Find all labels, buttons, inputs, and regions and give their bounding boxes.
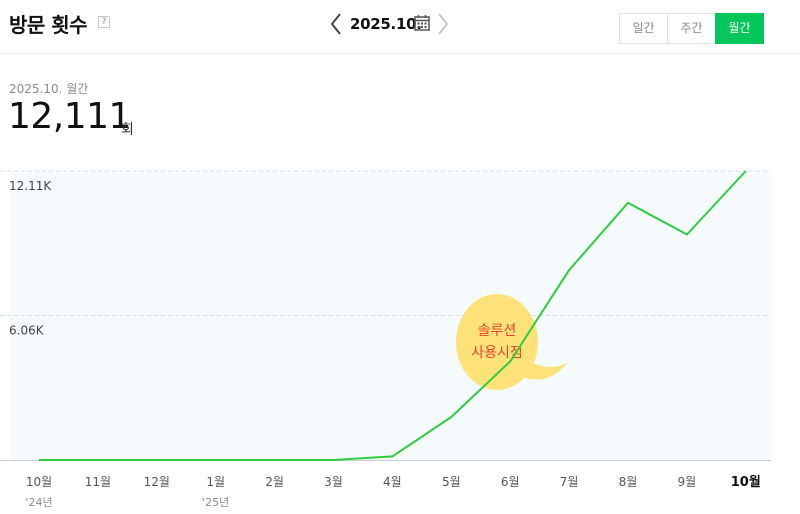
plot-area <box>10 171 771 460</box>
chevron-left-icon[interactable] <box>329 12 343 36</box>
y-tick-label: 12.11K <box>9 179 52 193</box>
x-tick-label: 3월 <box>324 475 343 489</box>
x-tick-label: 1월 <box>206 475 225 489</box>
calendar-icon[interactable] <box>414 14 430 31</box>
x-tick-label: 6월 <box>501 475 520 489</box>
tab-monthly[interactable]: 월간 <box>715 13 764 44</box>
x-tick-label: 4월 <box>383 475 402 489</box>
y-tick-label: 6.06K <box>9 324 45 338</box>
x-tick-label: 8월 <box>619 475 638 489</box>
x-tick-label: 11월 <box>85 475 111 489</box>
annotation-bubble <box>456 294 538 390</box>
annotation-text-line1: 솔루션 <box>478 323 517 339</box>
x-year-label: '24년 <box>25 496 52 509</box>
x-tick-label: 9월 <box>678 475 697 489</box>
visit-count-unit: 회 <box>121 122 134 138</box>
x-tick-label: 12월 <box>144 475 170 489</box>
summary-period-label: 2025.10. 월간 <box>9 82 89 96</box>
x-year-label: '25년 <box>202 496 229 509</box>
annotation-text-line2: 사용시점 <box>471 345 523 361</box>
period-label: 2025.10. <box>350 15 422 33</box>
x-tick-label: 7월 <box>560 475 579 489</box>
page-title: 방문 횟수 <box>9 13 88 37</box>
x-tick-label: 10월 <box>731 474 761 490</box>
x-tick-label: 10월 <box>26 475 52 489</box>
period-tabs: 일간 주간 월간 <box>619 13 764 44</box>
header-divider <box>0 53 800 54</box>
tab-weekly[interactable]: 주간 <box>667 13 716 44</box>
chevron-right-icon[interactable] <box>436 12 450 36</box>
help-icon[interactable]: ? <box>98 16 110 28</box>
visit-count-value: 12,111 <box>8 96 131 137</box>
annotation-bubble-tail <box>525 362 568 380</box>
x-tick-label: 2월 <box>265 475 284 489</box>
x-tick-label: 5월 <box>442 475 461 489</box>
